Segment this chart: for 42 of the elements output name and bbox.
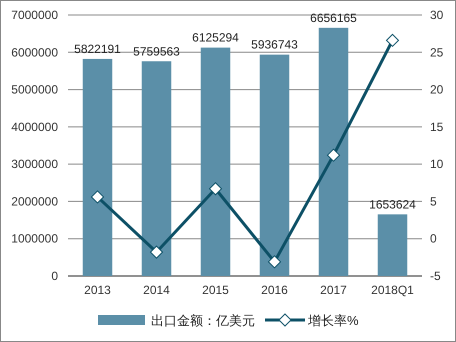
x-tick-label: 2014 [143,283,170,297]
y2-tick-label: 10 [430,157,444,172]
y-tick-label: 3000000 [11,157,58,172]
bar [200,48,230,276]
y-tick-label: 7000000 [11,8,58,22]
legend-label: 增长率% [307,313,359,328]
data-label: 5936743 [251,38,298,52]
bar [260,54,290,276]
y-tick-label: 5000000 [11,82,58,97]
x-tick-label: 2017 [320,283,348,297]
bar [378,214,408,276]
data-label: 6125294 [192,30,240,45]
y-tick-label: 1000000 [11,232,58,246]
y2-tick-label: 15 [430,120,444,134]
point [268,255,281,268]
y-tick-label: 4000000 [11,120,58,134]
bar [82,58,112,276]
y2-tick-label: 0 [430,232,437,246]
point [386,34,399,47]
point [150,246,163,259]
y2-tick-label: 5 [430,194,437,208]
bar [142,61,172,276]
y2-tick-label: 20 [430,82,444,97]
x-tick-label: 2016 [261,283,288,297]
y-tick-label: 0 [51,269,58,283]
y-tick-label: 2000000 [11,194,58,208]
point [327,148,340,162]
bar [318,28,348,276]
legend-label: 出口金额：亿美元 [151,313,255,328]
x-tick-label: 2018Q1 [371,283,414,297]
point [209,182,222,196]
point [91,190,104,204]
data-label: 1653624 [369,197,416,212]
y2-tick-label: 30 [430,8,444,22]
y2-tick-label: -5 [430,269,441,283]
y2-tick-label: 25 [430,45,444,60]
data-label: 6656165 [310,10,358,25]
x-tick-label: 2013 [84,283,112,297]
x-tick-label: 2015 [202,283,230,297]
data-label: 5822191 [74,42,122,56]
data-label: 5759563 [133,44,180,58]
y-tick-label: 6000000 [11,45,58,60]
